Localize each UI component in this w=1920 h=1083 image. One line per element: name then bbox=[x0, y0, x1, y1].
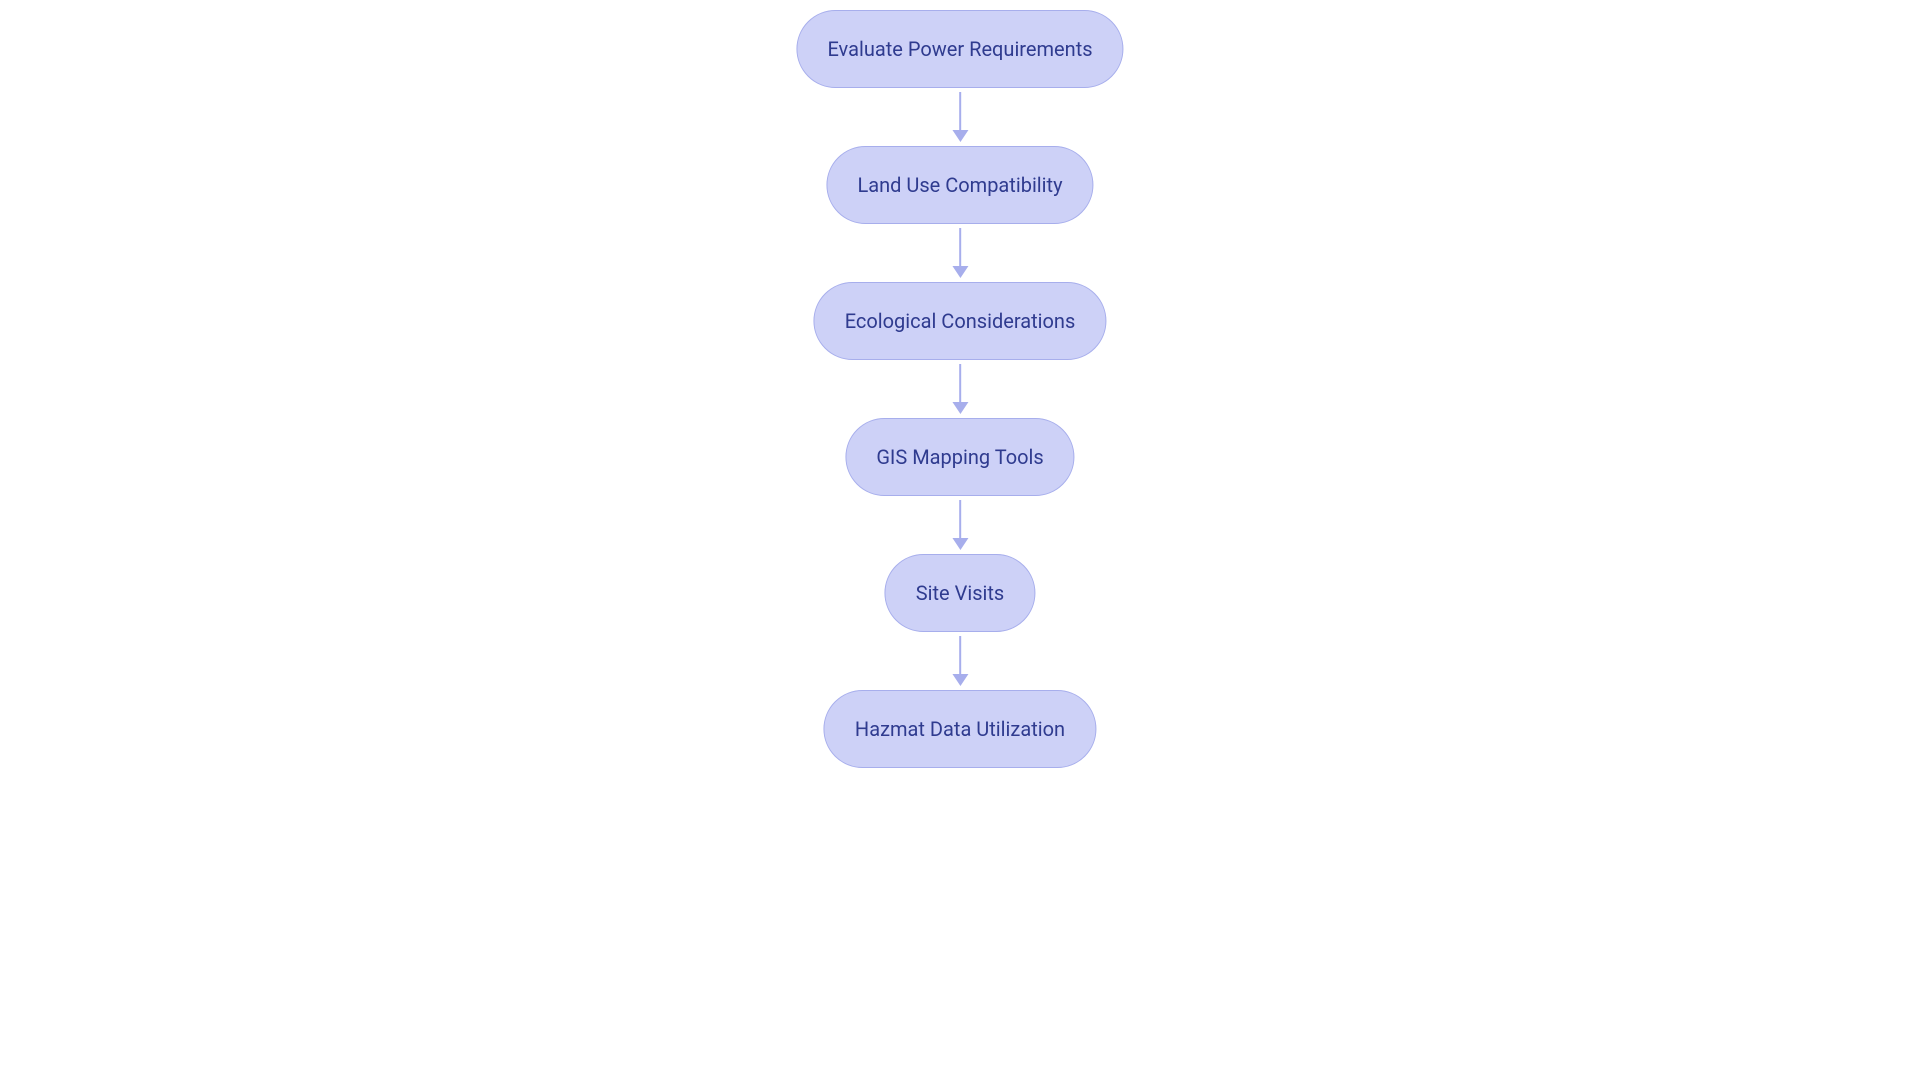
arrow-head-icon bbox=[952, 538, 968, 550]
arrow-head-icon bbox=[952, 674, 968, 686]
flowchart-arrow bbox=[959, 636, 962, 686]
flowchart-container: Evaluate Power Requirements Land Use Com… bbox=[796, 10, 1123, 768]
flowchart-node: Hazmat Data Utilization bbox=[824, 690, 1096, 768]
arrow-head-icon bbox=[952, 402, 968, 414]
flowchart-node: Site Visits bbox=[885, 554, 1036, 632]
flowchart-node: Ecological Considerations bbox=[814, 282, 1107, 360]
flowchart-node: Land Use Compatibility bbox=[826, 146, 1093, 224]
arrow-head-icon bbox=[952, 266, 968, 278]
flowchart-arrow bbox=[959, 364, 962, 414]
flowchart-arrow bbox=[959, 228, 962, 278]
flowchart-node: GIS Mapping Tools bbox=[845, 418, 1074, 496]
flowchart-node: Evaluate Power Requirements bbox=[796, 10, 1123, 88]
flowchart-arrow bbox=[959, 92, 962, 142]
flowchart-arrow bbox=[959, 500, 962, 550]
arrow-head-icon bbox=[952, 130, 968, 142]
